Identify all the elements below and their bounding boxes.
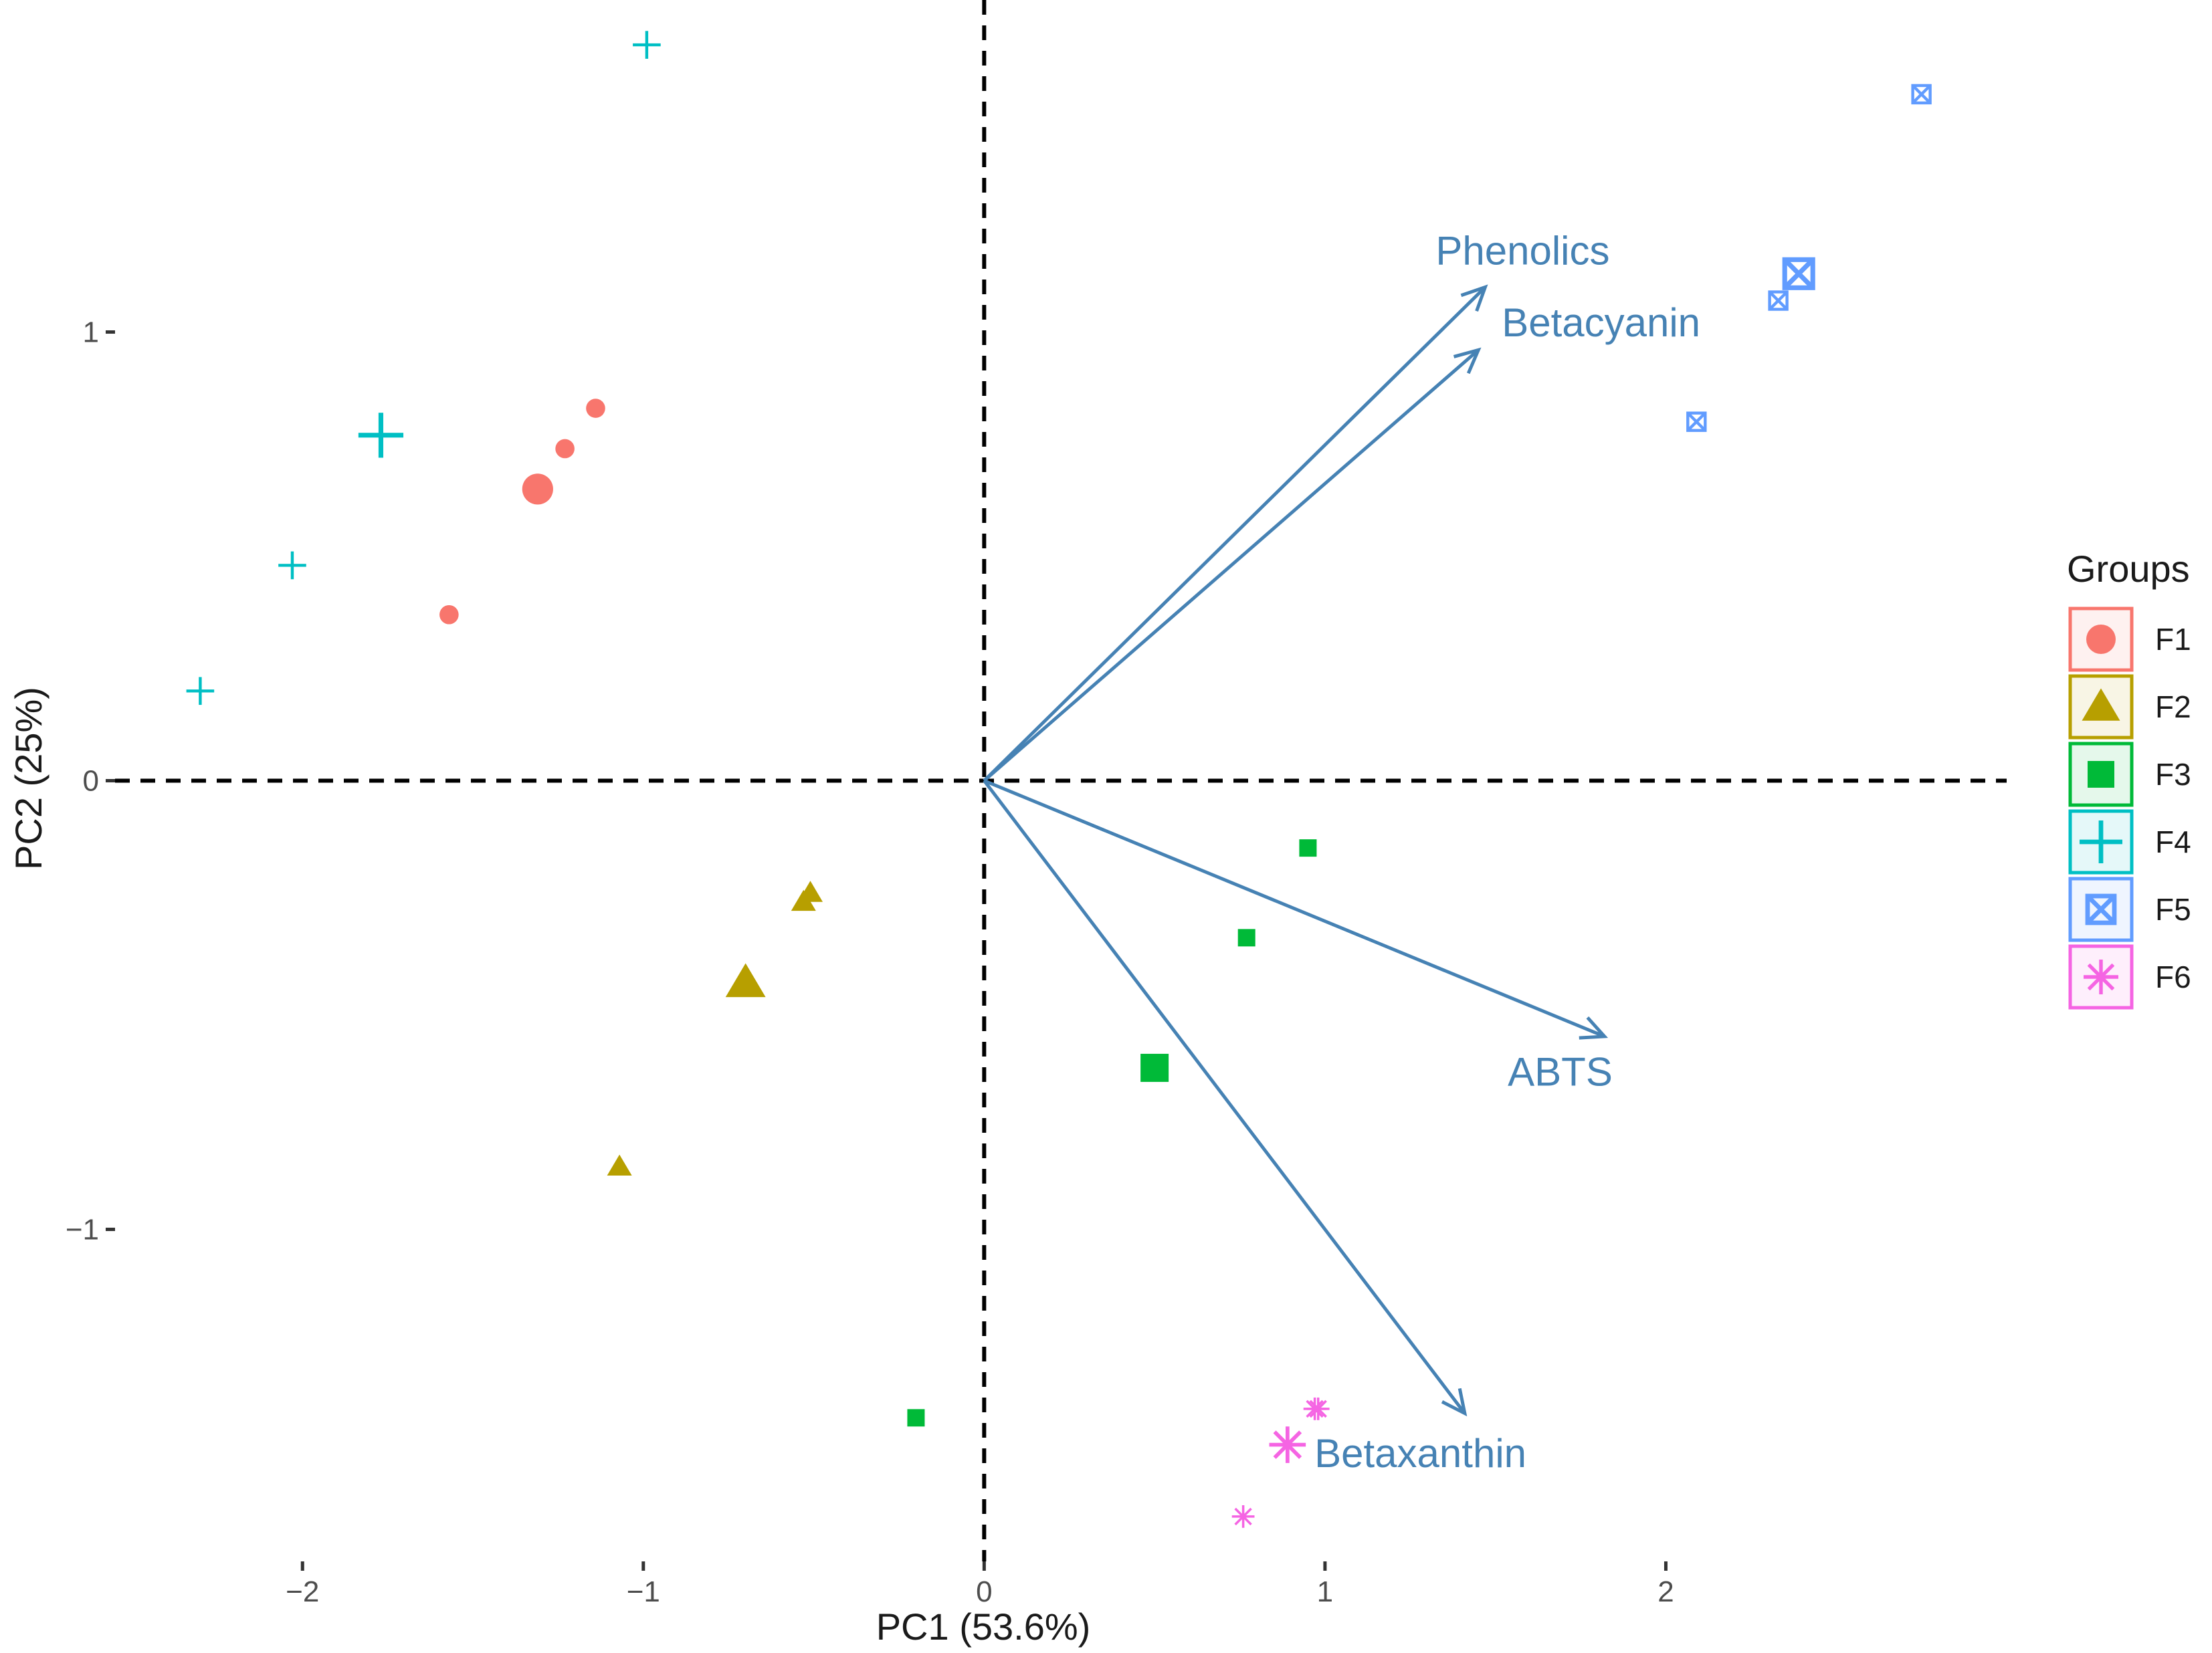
series-f2 [607,881,823,1176]
series-f5 [1686,84,1932,432]
legend-item-f6: F6 [2068,944,2191,1010]
data-point [555,439,575,459]
x-axis-title: PC1 (53.6%) [876,1606,1091,1648]
loading-arrow-betacyanin [983,348,1480,782]
data-point [907,1409,925,1427]
series-f3 [907,839,1317,1427]
loading-label-abts: ABTS [1508,1050,1613,1095]
legend-symbol [2082,688,2120,721]
legend-symbol [2085,893,2117,925]
loading-label-phenolics: Phenolics [1435,229,1609,273]
centroid-point [1140,1053,1169,1082]
loading-arrow-abts [983,779,1605,1038]
legend-label: F1 [2155,622,2191,657]
y-tick-label: 1 [83,316,99,349]
centroid-point [358,413,404,458]
loading-arrow-phenolics [983,286,1487,782]
reference-lines [115,0,2007,1561]
loading-arrows [983,284,1609,1417]
data-point [1231,1505,1255,1528]
axes: −2 −1 0 1 2 −1 0 1 [66,316,1674,1608]
data-point [1299,839,1317,857]
data-point [186,677,215,705]
legend-label: F5 [2155,892,2191,927]
loading-label-betacyanin: Betacyanin [1502,300,1700,345]
legend: Groups F1 F2 F3 F4 F5 F6 [2067,548,2191,1010]
legend-symbol [2084,960,2118,994]
legend-symbol [2088,761,2114,788]
legend-item-f3: F3 [2068,742,2191,807]
centroid-point [522,473,553,505]
arrowhead [1460,284,1488,312]
data-point [791,889,816,911]
loading-label-betaxanthin: Betaxanthin [1314,1431,1526,1476]
legend-item-f5: F5 [2068,877,2191,942]
x-tick-label: −1 [627,1575,660,1608]
series-f4 [186,31,661,705]
arrowhead [1441,1388,1468,1417]
x-tick-label: 1 [1317,1575,1333,1608]
legend-symbol [2086,625,2116,654]
legend-label: F6 [2155,960,2191,994]
data-point [1686,411,1707,432]
series-f6 [1231,1397,1330,1528]
data-point [586,399,605,418]
data-point [607,1154,632,1176]
data-points [186,31,1932,1528]
legend-label: F3 [2155,757,2191,792]
data-point [1911,84,1932,105]
loading-arrow-betaxanthin [983,779,1466,1415]
legend-label: F2 [2155,689,2191,724]
centroid-point [1782,257,1815,290]
data-point [1237,929,1255,947]
legend-item-f1: F1 [2068,607,2191,672]
arrowhead [1579,1016,1609,1040]
loading-labels: Phenolics Betacyanin ABTS Betaxanthin [1314,229,1700,1476]
data-point [1306,1397,1330,1420]
x-tick-label: −2 [286,1575,319,1608]
legend-title: Groups [2067,548,2190,590]
legend-item-f4: F4 [2068,809,2191,875]
centroid-point [725,963,766,998]
centroid-point [1269,1426,1306,1463]
data-point [278,551,306,580]
legend-label: F4 [2155,824,2191,859]
y-tick-label: −1 [66,1213,99,1246]
series-f1 [439,399,605,625]
legend-symbol [2080,820,2122,863]
legend-item-f2: F2 [2068,674,2191,740]
x-tick-label: 2 [1657,1575,1674,1608]
y-axis-title: PC2 (25%) [7,687,49,870]
x-tick-label: 0 [976,1575,992,1608]
data-point [633,31,661,59]
arrowhead [1453,347,1482,374]
data-point [1768,290,1789,311]
y-tick-label: 0 [83,765,99,798]
data-point [439,604,459,625]
